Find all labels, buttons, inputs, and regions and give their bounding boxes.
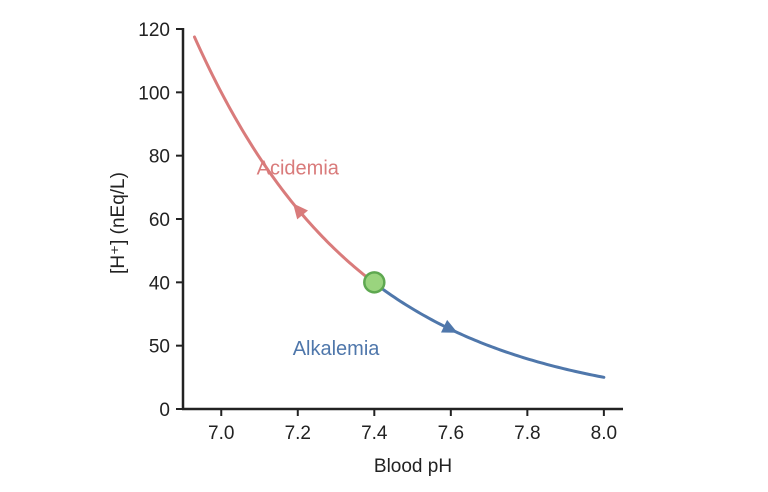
y-tick-label: 40 xyxy=(149,273,170,294)
x-tick-label: 7.6 xyxy=(438,423,464,444)
axes xyxy=(181,28,623,411)
x-tick-label: 7.0 xyxy=(208,423,234,444)
series-line-acidemia xyxy=(192,35,376,285)
y-tick-label: 0 xyxy=(159,400,170,421)
x-tick-label: 8.0 xyxy=(591,423,617,444)
series xyxy=(192,35,606,379)
arrow-alkalemia xyxy=(441,319,458,333)
x-tick-label: 7.2 xyxy=(285,423,311,444)
y-tick-label: 100 xyxy=(138,83,170,104)
x-tick-label: 7.8 xyxy=(514,423,540,444)
y-tick-label: 80 xyxy=(149,147,170,168)
y-tick-label: 120 xyxy=(138,20,170,41)
series-line-alkalemia xyxy=(372,281,606,379)
y-tick-label: 50 xyxy=(149,337,170,358)
y-tick-label: 60 xyxy=(149,210,170,231)
arrow-acidemia xyxy=(293,203,308,220)
annotation-acidemia: Acidemia xyxy=(257,158,340,180)
y-axis-title: [H⁺] (nEq/L) xyxy=(108,172,129,274)
normal-ph-point xyxy=(363,271,386,294)
annotation-alkalemia: Alkalemia xyxy=(293,338,381,360)
markers xyxy=(363,271,386,294)
ticks: 0 50 40 60 80 100 120 7.0 7.2 7.4 7.6 7.8 8.0 xyxy=(138,20,617,444)
x-axis-title: Blood pH xyxy=(374,456,452,477)
labels: Blood pH [H⁺] (nEq/L) Acidemia Alkalemia xyxy=(108,158,452,477)
x-tick-label: 7.4 xyxy=(361,423,388,444)
